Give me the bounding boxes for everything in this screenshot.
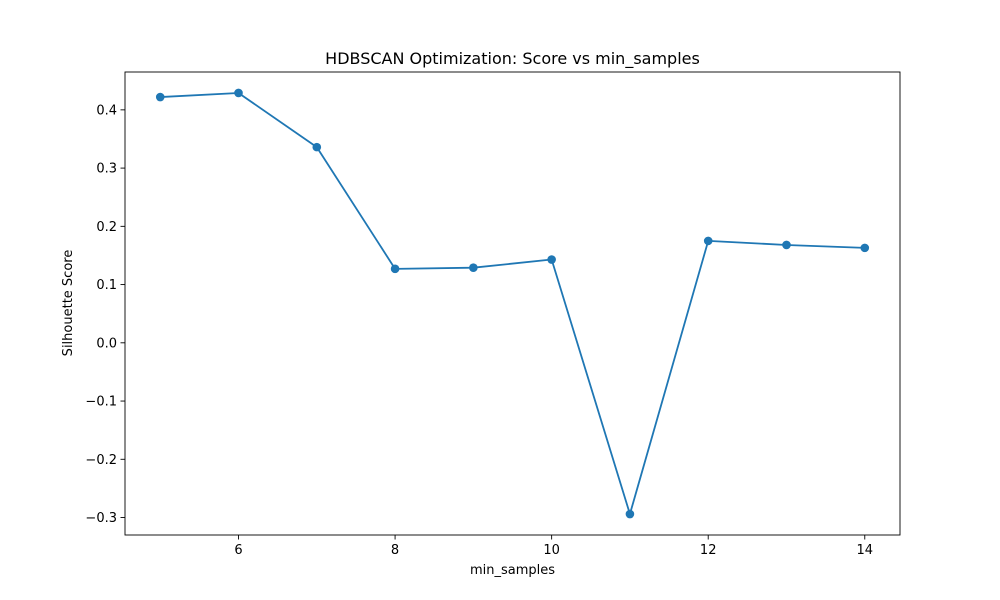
data-point bbox=[390, 264, 400, 274]
data-point bbox=[469, 263, 478, 272]
plot-frame bbox=[124, 71, 901, 536]
x-tick-label: 12 bbox=[700, 543, 717, 558]
y-tick-label: 0.1 bbox=[96, 278, 117, 293]
y-tick-label: −0.1 bbox=[85, 395, 117, 410]
data-point bbox=[625, 509, 635, 519]
data-point bbox=[547, 255, 556, 264]
data-point bbox=[234, 88, 243, 98]
data-point bbox=[312, 142, 322, 152]
data-point bbox=[703, 236, 713, 246]
y-tick-label: 0.2 bbox=[96, 220, 117, 235]
series-line bbox=[160, 92, 865, 515]
x-tick-label: 10 bbox=[543, 543, 560, 558]
x-tick-label: 14 bbox=[856, 543, 873, 558]
y-tick-label: 0.4 bbox=[96, 103, 117, 118]
x-tick-label: 8 bbox=[391, 543, 399, 558]
data-point bbox=[782, 240, 791, 250]
data-point bbox=[860, 243, 870, 253]
data-point bbox=[155, 92, 165, 102]
y-tick-label: 0.0 bbox=[96, 336, 117, 351]
y-tick-label: −0.2 bbox=[85, 453, 117, 468]
y-tick-label: 0.3 bbox=[96, 162, 117, 177]
x-axis-label: min_samples bbox=[470, 563, 555, 578]
y-axis-label: Silhouette Score bbox=[61, 250, 76, 357]
plot-area: 6 8 10 12 14 −0.3 −0.2 −0.1 0.0 0.1 0.2 0.3 0.4 bbox=[85, 71, 901, 558]
chart-title: HDBSCAN Optimization: Score vs min_sampl… bbox=[325, 49, 700, 69]
y-tick-label: −0.3 bbox=[85, 511, 117, 526]
x-tick-label: 6 bbox=[234, 543, 242, 558]
